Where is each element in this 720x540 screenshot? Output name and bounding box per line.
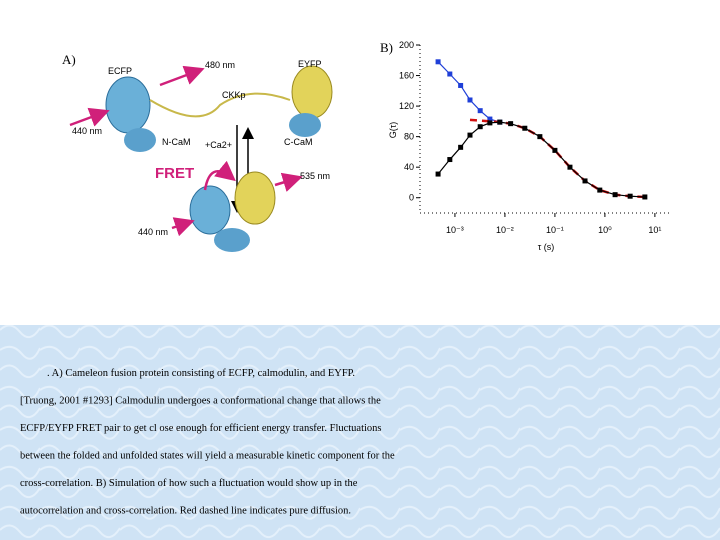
arrow — [159, 65, 205, 87]
cam-shape — [214, 228, 250, 252]
data-point — [497, 119, 503, 125]
linker-shape — [149, 92, 291, 118]
caption: . A) Cameleon fusion protein consisting … — [20, 368, 395, 517]
data-point — [447, 71, 453, 77]
caption-line: cross-correlation. B) Simulation of how … — [20, 478, 358, 489]
ccam-shape — [289, 113, 321, 137]
label: C-CaM — [284, 137, 313, 147]
ncam-shape — [124, 128, 156, 152]
x-tick-label: 10⁻³ — [446, 225, 464, 235]
label: +Ca2+ — [205, 140, 232, 150]
data-point — [435, 59, 441, 65]
eyfp-shape — [291, 65, 333, 119]
data-point — [467, 97, 473, 103]
caption-line: autocorrelation and cross-correlation. R… — [20, 506, 351, 517]
data-point — [435, 171, 441, 177]
data-point — [477, 108, 483, 114]
x-axis-label: τ (s) — [538, 242, 555, 252]
arrow — [69, 107, 110, 127]
caption-line: [Truong, 2001 #1293] Calmodulin undergoe… — [20, 396, 381, 407]
y-tick-label: 120 — [399, 101, 414, 111]
x-tick-label: 10¹ — [648, 225, 661, 235]
panel-b: B) G(τ) τ (s) 0 40 80 120 160 200 10⁻³ 10⁻² 10⁻¹… — [380, 40, 672, 252]
eyfp-shape — [234, 171, 276, 225]
ecfp-shape — [189, 185, 231, 235]
label: 480 nm — [205, 60, 235, 70]
data-point — [537, 134, 543, 140]
y-tick-label: 200 — [399, 40, 414, 50]
arrow — [171, 217, 195, 237]
data-point — [612, 192, 618, 198]
fret-label: FRET — [155, 165, 194, 182]
data-point — [458, 144, 464, 150]
label: CKKp — [222, 90, 246, 100]
x-tick-label: 10⁰ — [598, 225, 612, 235]
caption-line: . A) Cameleon fusion protein consisting … — [47, 368, 355, 379]
data-point — [447, 157, 453, 163]
x-tick-label: 10⁻¹ — [546, 225, 564, 235]
series-line — [437, 61, 500, 123]
data-point — [477, 124, 483, 130]
label: EYFP — [298, 59, 322, 69]
data-point — [467, 132, 473, 138]
data-point — [487, 116, 493, 122]
y-tick-label: 80 — [404, 132, 414, 142]
arrow — [203, 160, 236, 191]
label: 440 nm — [138, 227, 168, 237]
y-tick-label: 0 — [409, 193, 414, 203]
data-point — [582, 178, 588, 184]
y-axis-label: G(τ) — [388, 122, 398, 139]
label: 535 nm — [300, 171, 330, 181]
caption-line: ECFP/EYFP FRET pair to get cl ose enough… — [20, 423, 382, 434]
label: N-CaM — [162, 137, 191, 147]
series-line — [469, 118, 645, 199]
caption-line: between the folded and unfolded states w… — [20, 451, 395, 462]
panel-a: A) ECFP 480 nm EYFP CKKp 440 nm N-CaM +C… — [62, 52, 333, 252]
label: 440 nm — [72, 126, 102, 136]
data-point — [487, 120, 493, 126]
arrow — [274, 172, 303, 192]
y-tick-label: 160 — [399, 71, 414, 81]
ecfp-shape — [105, 76, 151, 134]
data-point — [627, 193, 633, 199]
data-point — [458, 82, 464, 88]
panel-label: B) — [380, 40, 393, 55]
data-point — [597, 187, 603, 193]
data-point — [552, 147, 558, 153]
data-point — [642, 194, 648, 200]
y-tick-label: 40 — [404, 162, 414, 172]
data-point — [522, 125, 528, 131]
x-tick-label: 10⁻² — [496, 225, 514, 235]
panel-label: A) — [62, 52, 76, 67]
data-point — [567, 164, 573, 170]
data-point — [508, 121, 514, 127]
label: ECFP — [108, 66, 132, 76]
caption-background — [0, 325, 720, 540]
